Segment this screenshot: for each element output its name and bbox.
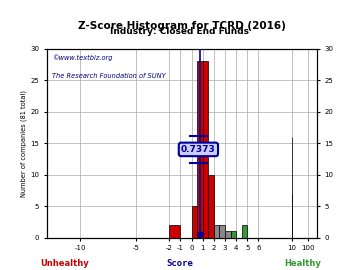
Text: Healthy: Healthy: [284, 259, 321, 268]
Bar: [214, 225, 219, 238]
Bar: [169, 225, 180, 238]
Bar: [230, 231, 236, 238]
Text: ©www.textbiz.org: ©www.textbiz.org: [52, 54, 113, 61]
Bar: [219, 225, 225, 238]
Bar: [192, 206, 197, 238]
Text: 0.7373: 0.7373: [181, 145, 216, 154]
Text: Unhealthy: Unhealthy: [40, 259, 89, 268]
Bar: [208, 175, 214, 238]
Bar: [242, 225, 247, 238]
Bar: [203, 61, 208, 238]
Text: Industry: Closed End Funds: Industry: Closed End Funds: [111, 27, 249, 36]
Bar: [197, 61, 203, 238]
Bar: [225, 231, 230, 238]
Y-axis label: Number of companies (81 total): Number of companies (81 total): [21, 90, 27, 197]
Text: Score: Score: [167, 259, 193, 268]
Title: Z-Score Histogram for TCRD (2016): Z-Score Histogram for TCRD (2016): [78, 21, 286, 31]
Text: The Research Foundation of SUNY: The Research Foundation of SUNY: [52, 73, 166, 79]
